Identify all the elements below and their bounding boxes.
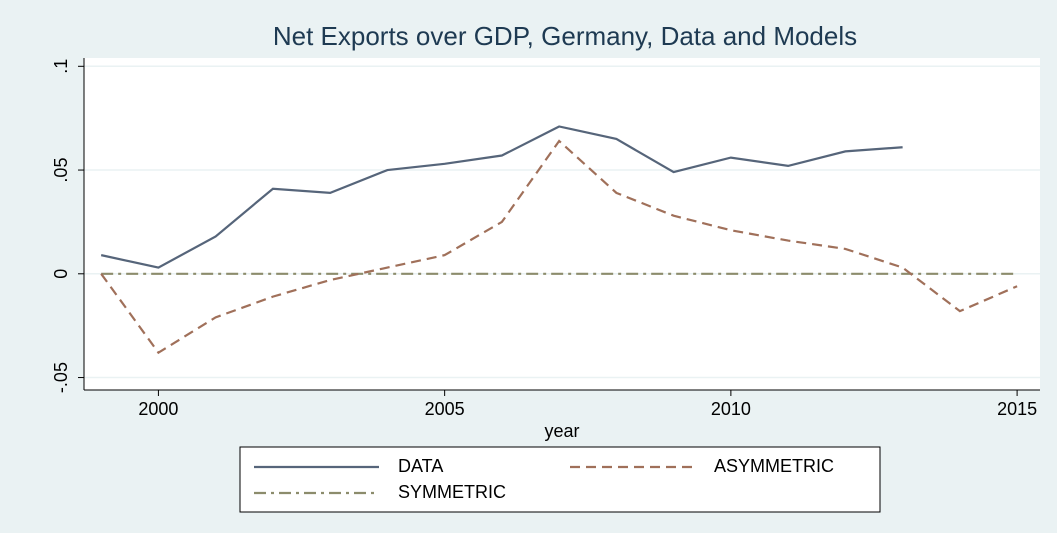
- x-tick-label: 2015: [997, 399, 1037, 419]
- legend-label: DATA: [398, 456, 443, 476]
- plot-area: [84, 58, 1040, 390]
- y-tick-label: -.05: [51, 362, 71, 393]
- legend: [239, 446, 881, 513]
- legend-label: SYMMETRIC: [398, 482, 506, 502]
- y-tick-label: .1: [51, 59, 71, 74]
- y-tick-label: 0: [51, 269, 71, 279]
- x-tick-label: 2000: [138, 399, 178, 419]
- series-line: [100, 125, 903, 269]
- x-axis-label: year: [544, 421, 579, 441]
- y-tick-label: .05: [51, 158, 71, 183]
- chart-title: Net Exports over GDP, Germany, Data and …: [273, 21, 857, 51]
- x-tick-label: 2005: [425, 399, 465, 419]
- legend-label: ASYMMETRIC: [714, 456, 834, 476]
- series-line: [100, 139, 1018, 355]
- x-tick-label: 2010: [711, 399, 751, 419]
